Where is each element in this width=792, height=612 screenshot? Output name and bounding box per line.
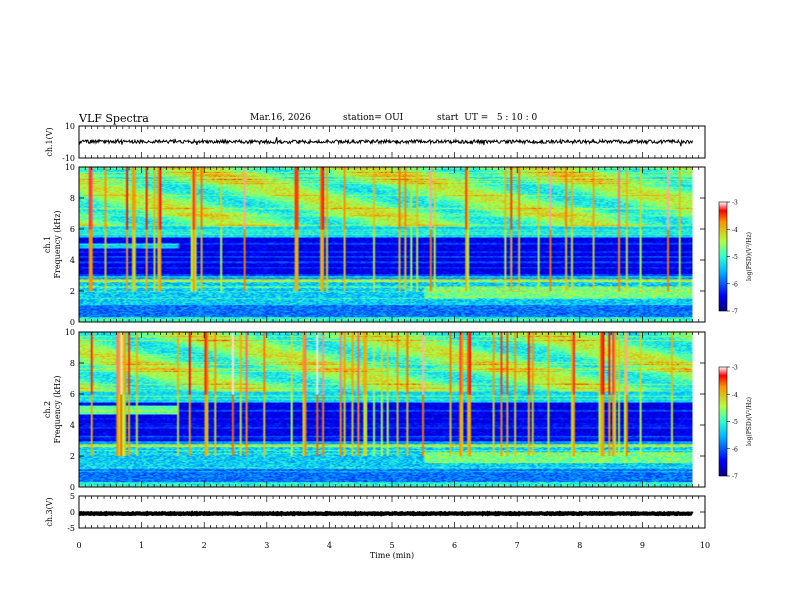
colorbar-tick-label: -6 — [732, 446, 738, 453]
waveform-axis-label-4: ch.3(V) — [45, 497, 54, 526]
y-tick-label: 0 — [70, 508, 75, 517]
ch2-spectrogram-image — [79, 332, 693, 487]
y-tick-label: 8 — [70, 359, 75, 368]
x-tick-label: 10 — [700, 541, 710, 550]
y-tick-label: 4 — [70, 256, 75, 265]
ch1-spectrogram-image — [79, 167, 693, 322]
ch2-frequency-axis-label: Frequency (kHz) — [53, 375, 62, 443]
x-tick-label: 5 — [389, 541, 394, 550]
x-tick-label: 0 — [76, 541, 81, 550]
colorbar-tick-label: -4 — [732, 227, 738, 234]
x-tick-label: 6 — [452, 541, 457, 550]
ch1-frequency-axis-label: Frequency (kHz) — [53, 210, 62, 278]
colorbar-tick-label: -3 — [732, 365, 738, 372]
x-axis-label: Time (min) — [370, 551, 414, 560]
x-tick-label: 2 — [202, 541, 207, 550]
y-tick-label: 10 — [65, 163, 75, 172]
y-tick-label: 0 — [70, 483, 75, 492]
x-tick-label: 3 — [264, 541, 269, 550]
x-tick-label: 9 — [640, 541, 645, 550]
recording-date: Mar.16, 2026 — [250, 113, 311, 123]
y-tick-label: 6 — [70, 225, 75, 234]
y-tick-label: 10 — [65, 328, 75, 337]
x-tick-label: 4 — [327, 541, 332, 550]
colorbar-tick-label: -7 — [732, 309, 738, 316]
ch1-channel-label: ch.1 — [43, 236, 52, 253]
y-tick-label: 2 — [70, 287, 75, 296]
figure-title: VLF Spectra — [79, 112, 149, 125]
x-tick-label: 7 — [515, 541, 520, 550]
ch1-waveform-trace — [78, 137, 693, 147]
ch2-channel-label: ch.2 — [43, 401, 52, 418]
ch2-colorbar — [718, 366, 728, 477]
y-tick-label: 0 — [70, 318, 75, 327]
y-tick-label: 5 — [70, 492, 75, 501]
x-tick-label: 8 — [577, 541, 582, 550]
y-tick-label: 2 — [70, 452, 75, 461]
colorbar-tick-label: -4 — [732, 392, 738, 399]
colorbar-tick-label: -6 — [732, 281, 738, 288]
waveform-axis-label-1: ch.1(V) — [45, 127, 54, 156]
station-label: station= OUI — [343, 113, 404, 123]
start-time-label: start UT = 5 : 10 : 0 — [437, 113, 538, 123]
colorbar-tick-label: -7 — [732, 474, 738, 481]
y-tick-label: -5 — [67, 524, 75, 533]
x-tick-label: 1 — [139, 541, 144, 550]
ch1-colorbar-label: log(PSD)(V²/Hz) — [746, 232, 753, 281]
y-tick-label: 4 — [70, 421, 75, 430]
colorbar-tick-label: -3 — [732, 200, 738, 207]
colorbar-tick-label: -5 — [732, 254, 738, 261]
ch3-waveform-trace — [78, 510, 694, 517]
y-tick-label: 10 — [65, 122, 75, 131]
y-tick-label: -10 — [62, 154, 75, 163]
y-tick-label: 8 — [70, 194, 75, 203]
ch1-colorbar — [718, 201, 728, 312]
colorbar-tick-label: -5 — [732, 419, 738, 426]
ch2-colorbar-label: log(PSD)(V²/Hz) — [746, 397, 753, 446]
y-tick-label: 6 — [70, 390, 75, 399]
